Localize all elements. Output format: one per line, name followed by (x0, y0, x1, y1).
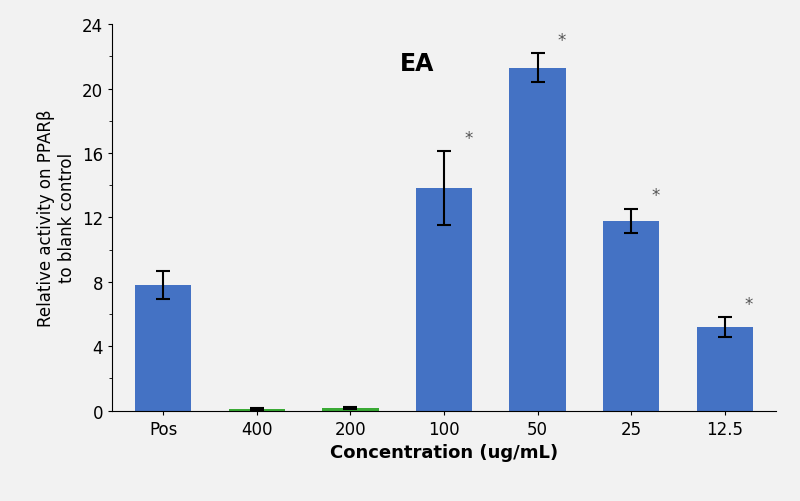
Y-axis label: Relative activity on PPARβ
to blank control: Relative activity on PPARβ to blank cont… (38, 109, 76, 327)
Bar (322, 408, 378, 411)
Bar (510, 69, 566, 411)
X-axis label: Concentration (ug/mL): Concentration (ug/mL) (330, 443, 558, 461)
Bar (135, 286, 191, 411)
Bar (603, 221, 659, 411)
Text: *: * (651, 187, 659, 205)
Bar (416, 189, 472, 411)
Bar (229, 409, 285, 411)
Text: *: * (558, 32, 566, 50)
Bar (697, 327, 753, 411)
Text: *: * (745, 296, 753, 314)
Text: *: * (464, 130, 473, 148)
Text: EA: EA (400, 52, 434, 76)
